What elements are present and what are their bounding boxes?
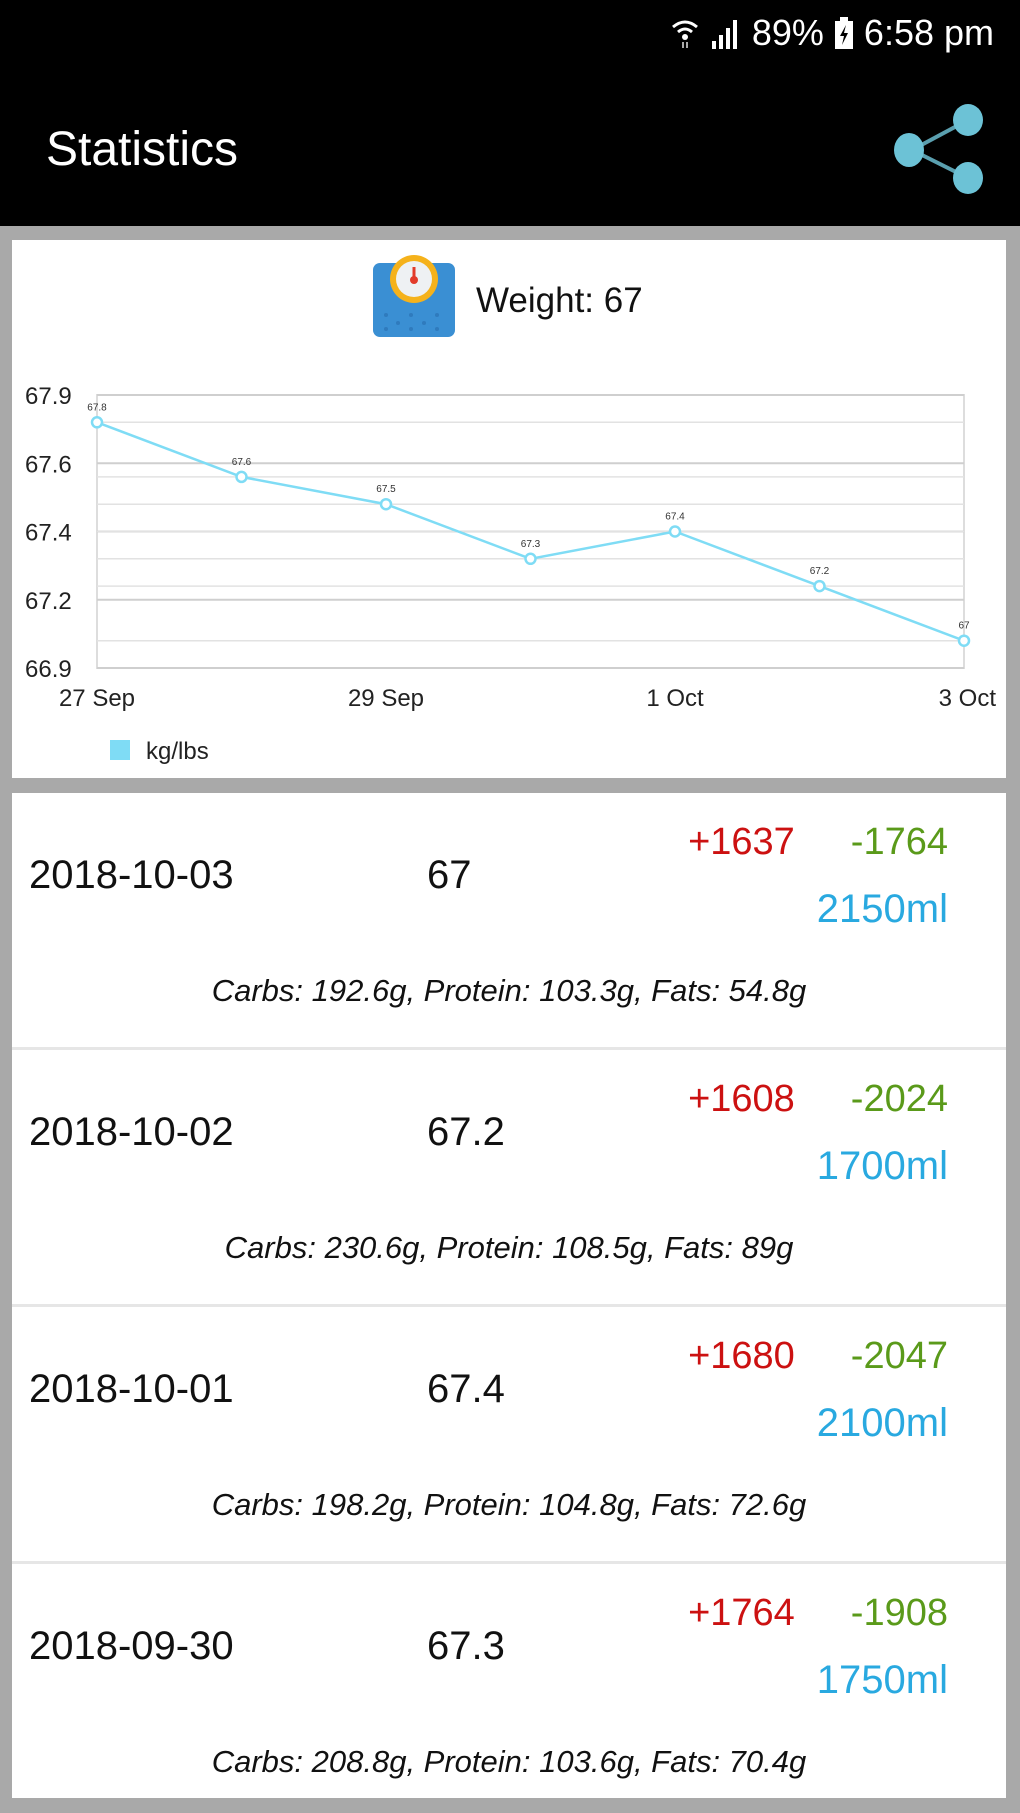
entry-macros: Carbs: 230.6g, Protein: 108.5g, Fats: 89… bbox=[224, 1230, 794, 1265]
page-title: Statistics bbox=[46, 123, 239, 176]
entry-date: 2018-09-30 bbox=[29, 1624, 234, 1668]
calories-out: -2047 bbox=[850, 1335, 948, 1377]
calories-out: -2024 bbox=[850, 1078, 948, 1120]
y-tick-label: 67.2 bbox=[25, 588, 72, 615]
app-bar: Statistics bbox=[0, 70, 1020, 226]
entry-water: 1750ml bbox=[816, 1658, 948, 1702]
y-tick-label: 67.6 bbox=[25, 451, 72, 478]
data-point bbox=[524, 552, 537, 566]
list-item[interactable]: 2018-10-01 67.4 +1680 -2047 2100ml Carbs… bbox=[12, 1307, 1006, 1564]
weight-label: Weight: 67 bbox=[476, 281, 643, 320]
list-item[interactable]: 2018-10-03 67 +1637 -1764 2150ml Carbs: … bbox=[12, 793, 1006, 1050]
data-point bbox=[235, 470, 248, 484]
entry-calories: +1680 -2047 bbox=[688, 1335, 948, 1378]
entry-weight: 67 bbox=[427, 853, 472, 897]
x-tick-label: 29 Sep bbox=[348, 685, 424, 712]
battery-charging-icon bbox=[834, 17, 853, 49]
weight-line-chart: 67.9 67.6 67.4 67.2 66.927 Sep 29 Sep 1 Oct 3 O… bbox=[25, 383, 997, 765]
y-tick-label: 66.9 bbox=[25, 656, 72, 683]
list-item[interactable]: 2018-09-30 67.3 +1764 -1908 1750ml Carbs… bbox=[12, 1564, 1006, 1798]
y-tick-label: 67.4 bbox=[25, 520, 72, 547]
data-label: 67.2 bbox=[810, 566, 830, 577]
entry-water: 1700ml bbox=[816, 1144, 948, 1188]
entry-water: 2100ml bbox=[816, 1401, 948, 1445]
x-tick-label: 1 Oct bbox=[646, 685, 704, 712]
calories-out: -1764 bbox=[850, 821, 948, 863]
entry-macros: Carbs: 208.8g, Protein: 103.6g, Fats: 70… bbox=[211, 1744, 807, 1779]
data-label: 67 bbox=[958, 621, 970, 632]
share-icon[interactable] bbox=[892, 102, 988, 196]
data-point bbox=[957, 634, 971, 647]
y-tick-label: 67.9 bbox=[25, 383, 72, 410]
scale-icon bbox=[373, 255, 455, 337]
entry-calories: +1764 -1908 bbox=[688, 1592, 948, 1635]
weight-chart-card: Weight: 67 67.9 67.6 67.4 67.2 66.9 27 Sep 29 … bbox=[12, 240, 1006, 778]
entry-macros: Carbs: 198.2g, Protein: 104.8g, Fats: 72… bbox=[211, 1487, 807, 1522]
data-label: 67.4 bbox=[665, 512, 685, 523]
data-label: 67.6 bbox=[232, 457, 252, 468]
clock: 6:58 pm bbox=[863, 12, 994, 53]
entry-calories: +1637 -1764 bbox=[688, 821, 948, 864]
entry-date: 2018-10-02 bbox=[29, 1110, 234, 1154]
entry-date: 2018-10-03 bbox=[29, 853, 234, 897]
entry-weight: 67.2 bbox=[427, 1110, 505, 1154]
data-label: 67.3 bbox=[521, 539, 541, 550]
data-point bbox=[813, 579, 826, 593]
entry-calories: +1608 -2024 bbox=[688, 1078, 948, 1121]
x-tick-label: 3 Oct bbox=[939, 685, 997, 712]
calories-out: -1908 bbox=[850, 1592, 948, 1634]
entry-date: 2018-10-01 bbox=[29, 1367, 234, 1411]
data-label: 67.5 bbox=[376, 484, 396, 495]
wifi-icon bbox=[671, 20, 698, 48]
legend-label: kg/lbs bbox=[146, 738, 209, 765]
entry-water: 2150ml bbox=[816, 887, 948, 931]
calories-in: +1764 bbox=[688, 1592, 795, 1634]
data-point bbox=[379, 497, 393, 511]
signal-icon bbox=[711, 20, 737, 49]
list-item[interactable]: 2018-10-02 67.2 +1608 -2024 1700ml Carbs… bbox=[12, 1050, 1006, 1307]
data-label: 67.8 bbox=[87, 402, 107, 413]
legend-swatch bbox=[110, 740, 130, 760]
calories-in: +1608 bbox=[688, 1078, 795, 1120]
entry-weight: 67.3 bbox=[427, 1624, 505, 1668]
entry-weight: 67.4 bbox=[427, 1367, 505, 1411]
status-bar: 89% 6:58 pm bbox=[0, 0, 1020, 70]
calories-in: +1680 bbox=[688, 1335, 795, 1377]
weight-header: Weight: 67 bbox=[12, 253, 1006, 343]
battery-percent: 89% bbox=[751, 12, 824, 53]
data-point bbox=[90, 416, 104, 429]
data-point bbox=[668, 525, 682, 538]
x-tick-label: 27 Sep bbox=[59, 685, 135, 712]
calories-in: +1637 bbox=[688, 821, 795, 863]
entry-macros: Carbs: 192.6g, Protein: 103.3g, Fats: 54… bbox=[211, 973, 807, 1008]
entries-list: 2018-10-03 67 +1637 -1764 2150ml Carbs: … bbox=[12, 793, 1006, 1798]
